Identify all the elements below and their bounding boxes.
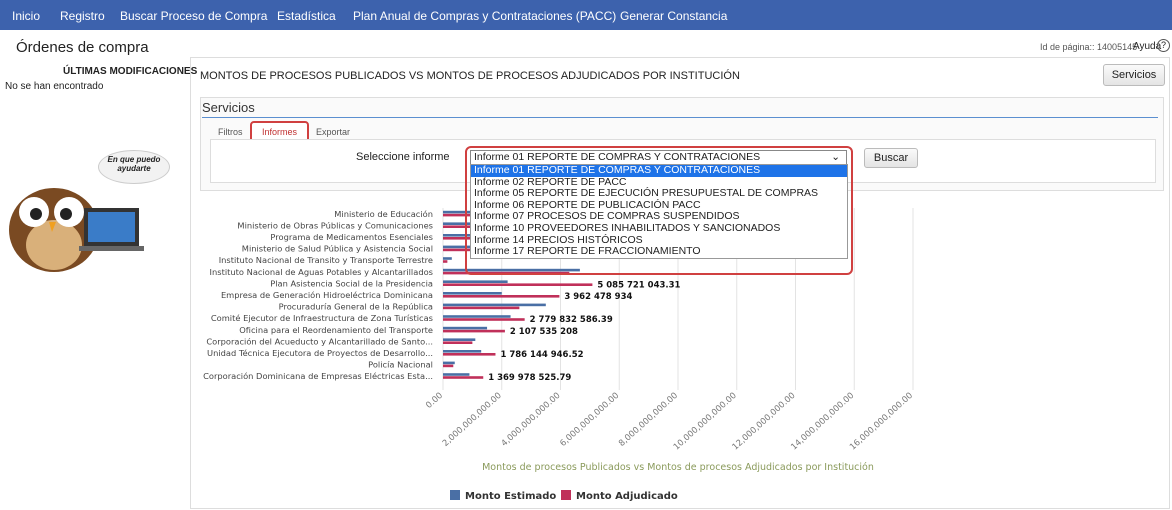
bar	[443, 362, 455, 365]
y-tick-label: Corporación Dominicana de Empresas Eléct…	[203, 371, 433, 381]
tab[interactable]: Filtros	[218, 127, 243, 137]
nav-item[interactable]: Generar Constancia	[620, 9, 727, 23]
section-title: Servicios	[202, 100, 1158, 118]
dropdown-option[interactable]: Informe 17 REPORTE DE FRACCIONAMIENTO	[471, 246, 847, 258]
x-tick-label: 12,000,000,000.00	[731, 391, 798, 453]
y-tick-label: Ministerio de Obras Públicas y Comunicac…	[237, 220, 433, 230]
y-tick-label: Procuraduría General de la República	[279, 302, 433, 312]
y-tick-label: Ministerio de Educación	[334, 209, 433, 219]
nav-bar: Inicio Registro Buscar Proceso de Compra…	[0, 0, 1172, 30]
x-tick-label: 14,000,000,000.00	[789, 391, 856, 453]
bar	[443, 292, 502, 295]
sidebar-empty: No se han encontrado	[5, 81, 103, 92]
x-tick-label: 8,000,000,000.00	[617, 391, 680, 449]
report-select[interactable]: Informe 01 REPORTE DE COMPRAS Y CONTRATA…	[470, 150, 847, 165]
bar	[443, 373, 469, 376]
bar	[443, 338, 475, 341]
y-tick-label: Instituto Nacional de Transito y Transpo…	[219, 255, 433, 265]
bar	[443, 318, 525, 321]
bar	[443, 376, 483, 379]
owl-mascot	[4, 170, 144, 275]
sidebar-title: ÚLTIMAS MODIFICACIONES	[63, 66, 197, 77]
bar	[443, 280, 508, 283]
dropdown-option[interactable]: Informe 01 REPORTE DE COMPRAS Y CONTRATA…	[471, 165, 847, 177]
nav-item[interactable]: Registro	[60, 9, 105, 23]
y-tick-label: Oficina para el Reordenamiento del Trans…	[239, 325, 433, 335]
y-tick-label: Plan Asistencia Social de la Presidencia	[270, 278, 433, 288]
tab[interactable]: Exportar	[316, 127, 350, 137]
dropdown-option[interactable]: Informe 10 PROVEEDORES INHABILITADOS Y S…	[471, 223, 847, 235]
x-axis-title: Montos de procesos Publicados vs Montos …	[482, 462, 874, 473]
nav-item[interactable]: Plan Anual de Compras y Contrataciones (…	[353, 9, 616, 23]
nav-item[interactable]: Estadística	[277, 9, 336, 23]
dropdown-list: Informe 01 REPORTE DE COMPRAS Y CONTRATA…	[470, 164, 848, 259]
y-tick-label: Empresa de Generación Hidroeléctrica Dom…	[221, 290, 433, 300]
bar	[443, 341, 472, 344]
bar	[443, 304, 546, 307]
bar	[443, 283, 592, 286]
y-tick-label: Instituto Nacional de Aguas Potables y A…	[210, 267, 433, 277]
legend-swatch	[450, 490, 460, 500]
x-tick-label: 2,000,000,000.00	[441, 391, 504, 449]
data-label: 1 369 978 525.79	[488, 373, 571, 383]
data-label: 3 962 478 934	[564, 292, 632, 302]
x-tick-label: 16,000,000,000.00	[848, 391, 915, 453]
services-button[interactable]: Servicios	[1103, 64, 1165, 86]
x-tick-label: 0.00	[424, 391, 445, 411]
select-arrow: ⌄	[831, 151, 840, 163]
legend-swatch	[561, 490, 571, 500]
data-label: 1 786 144 946.52	[500, 350, 583, 360]
legend-label: Monto Adjudicado	[576, 491, 678, 502]
y-tick-label: Comité Ejecutor de Infraestructura de Zo…	[211, 313, 433, 323]
nav-item[interactable]: Inicio	[12, 9, 40, 23]
nav-item[interactable]: Buscar Proceso de Compra	[120, 9, 267, 23]
legend-label: Monto Estimado	[465, 491, 556, 502]
page-title: Órdenes de compra	[16, 39, 149, 56]
bar	[443, 353, 495, 356]
help-icon[interactable]: ?	[1157, 39, 1170, 52]
bar	[443, 307, 519, 310]
bar	[443, 260, 447, 263]
panel-title: MONTOS DE PROCESOS PUBLICADOS VS MONTOS …	[200, 70, 740, 82]
select-label: Seleccione informe	[356, 151, 450, 163]
y-tick-label: Corporación del Acueducto y Alcantarilla…	[206, 336, 433, 346]
data-label: 2 779 832 586.39	[530, 315, 613, 325]
y-tick-label: Programa de Medicamentos Esenciales	[270, 232, 433, 242]
page: Inicio Registro Buscar Proceso de Compra…	[0, 0, 1172, 510]
selected-option: Informe 01 REPORTE DE COMPRAS Y CONTRATA…	[474, 151, 760, 163]
bar	[443, 365, 453, 368]
y-tick-label: Policía Nacional	[368, 360, 433, 370]
bar	[443, 315, 511, 318]
data-label: 2 107 535 208	[510, 327, 578, 337]
page-id: Id de página:: 14005145	[1040, 42, 1137, 52]
y-tick-label: Ministerio de Salud Pública y Asistencia…	[242, 244, 433, 254]
x-tick-label: 4,000,000,000.00	[500, 391, 563, 449]
bar	[443, 295, 559, 298]
x-tick-label: 6,000,000,000.00	[558, 391, 621, 449]
bar	[443, 327, 487, 330]
search-button[interactable]: Buscar	[864, 148, 918, 168]
bar	[443, 257, 452, 260]
bar	[443, 350, 481, 353]
data-label: 5 085 721 043.31	[597, 280, 680, 290]
y-tick-label: Unidad Técnica Ejecutora de Proyectos de…	[207, 348, 433, 358]
x-tick-label: 10,000,000,000.00	[672, 391, 739, 453]
bar	[443, 330, 505, 333]
